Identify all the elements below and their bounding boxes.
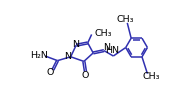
Text: N: N [103,43,110,52]
Text: N: N [64,52,71,61]
Text: HN: HN [106,46,120,55]
Text: O: O [82,71,89,80]
Text: CH₃: CH₃ [95,29,112,38]
Text: O: O [46,68,54,77]
Text: CH₃: CH₃ [116,15,134,24]
Text: H₂N: H₂N [30,51,48,60]
Text: N: N [72,40,79,49]
Text: CH₃: CH₃ [143,72,160,81]
